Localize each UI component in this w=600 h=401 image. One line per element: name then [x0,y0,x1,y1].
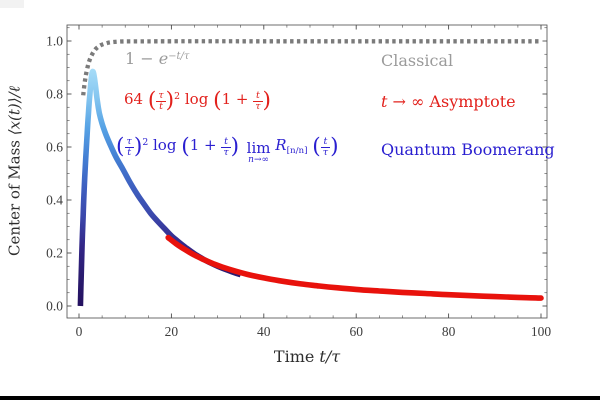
bottom-border-bar [0,396,600,400]
x-tick-label: 100 [531,324,552,339]
classical-label: Classical [381,51,454,70]
x-tick-label: 0 [76,324,83,339]
asymptote-curve [165,234,544,301]
y-tick-label: 0.4 [46,193,63,208]
classical-formula: 1 − e−t/τ [125,49,190,68]
y-tick-label: 0.2 [46,246,63,261]
y-tick-label: 0.0 [46,299,63,314]
boomerang-label: Quantum Boomerang [381,140,555,159]
plot-frame [66,24,548,319]
y-tick-label: 0.6 [46,140,63,155]
x-tick-label: 60 [349,324,363,339]
x-tick-label: 80 [442,324,456,339]
asymptote-label: t → ∞ Asymptote [381,92,516,111]
corner-artifact [0,0,24,8]
boomerang-formula: (τ t)2 log (1 + t τ) lim n→∞ R[n/n] (t τ) [116,134,339,165]
x-tick-label: 20 [165,324,179,339]
classical-curve [81,39,541,96]
y-axis-label: Center of Mass ⟨x(t)⟩/ℓ [5,86,24,256]
asymptote-formula: 64 (τ t)2 log (1 + t τ) [124,88,272,113]
x-axis-label: Time t/τ [273,347,341,366]
y-tick-label: 0.8 [46,87,63,102]
y-tick-label: 1.0 [46,34,63,49]
x-tick-label: 40 [257,324,271,339]
